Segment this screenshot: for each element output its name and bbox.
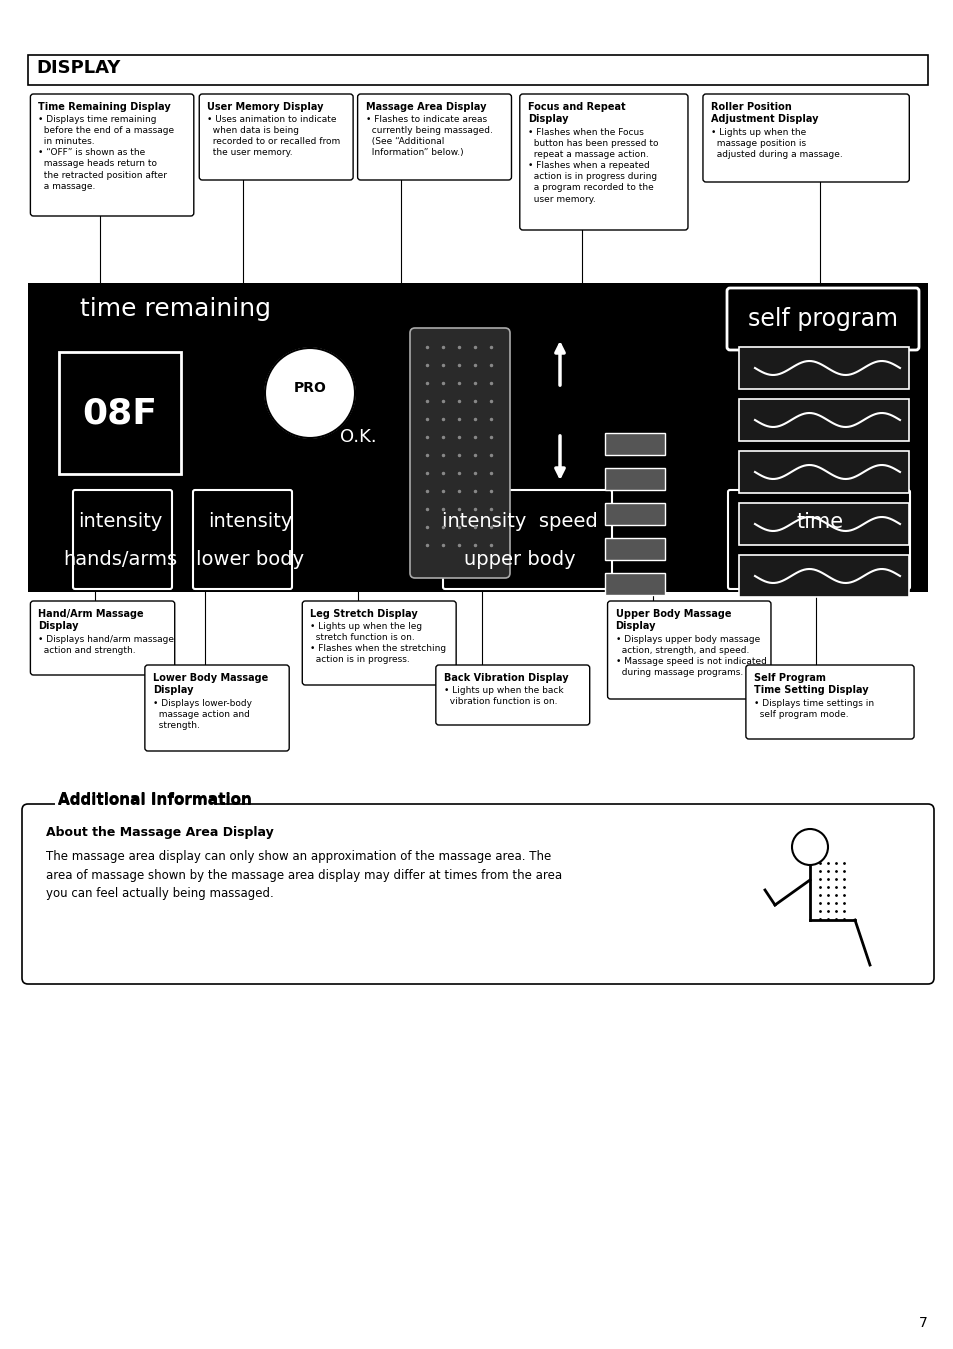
Text: Leg Stretch Display: Leg Stretch Display (310, 608, 417, 619)
Text: time remaining: time remaining (80, 297, 271, 321)
Text: • Displays lower-body
  massage action and
  strength.: • Displays lower-body massage action and… (152, 699, 252, 730)
Text: upper body: upper body (464, 550, 576, 569)
Text: • Displays time settings in
  self program mode.: • Displays time settings in self program… (753, 699, 873, 719)
Text: 7: 7 (919, 1317, 927, 1330)
Text: • Flashes when the Focus
  button has been pressed to
  repeat a massage action.: • Flashes when the Focus button has been… (527, 128, 658, 204)
Text: intensity: intensity (78, 513, 162, 532)
Text: intensity: intensity (208, 513, 292, 532)
Text: DISPLAY: DISPLAY (36, 59, 120, 77)
Text: O.K.: O.K. (339, 428, 376, 447)
FancyBboxPatch shape (604, 503, 664, 525)
FancyBboxPatch shape (145, 665, 289, 751)
Text: Time Remaining Display: Time Remaining Display (38, 103, 171, 112)
Text: User Memory Display: User Memory Display (207, 103, 323, 112)
Text: Roller Position
Adjustment Display: Roller Position Adjustment Display (710, 103, 818, 124)
Text: • Lights up when the back
  vibration function is on.: • Lights up when the back vibration func… (443, 687, 563, 706)
FancyBboxPatch shape (436, 665, 589, 724)
Circle shape (265, 348, 355, 438)
FancyBboxPatch shape (604, 468, 664, 490)
Text: self program: self program (747, 308, 897, 331)
FancyBboxPatch shape (30, 94, 193, 216)
Text: • Flashes to indicate areas
  currently being massaged.
  (See “Additional
  Inf: • Flashes to indicate areas currently be… (365, 115, 492, 158)
Text: Hand/Arm Massage
Display: Hand/Arm Massage Display (38, 608, 144, 630)
FancyBboxPatch shape (410, 328, 510, 577)
FancyBboxPatch shape (302, 602, 456, 685)
FancyBboxPatch shape (702, 94, 908, 182)
FancyBboxPatch shape (739, 399, 908, 441)
Text: • Displays upper body massage
  action, strength, and speed.
• Massage speed is : • Displays upper body massage action, st… (615, 635, 765, 677)
FancyBboxPatch shape (30, 602, 174, 674)
Text: About the Massage Area Display: About the Massage Area Display (46, 826, 274, 839)
Text: Self Program
Time Setting Display: Self Program Time Setting Display (753, 673, 867, 695)
Text: Additional Information: Additional Information (58, 793, 252, 808)
Text: • Displays hand/arm massage
  action and strength.: • Displays hand/arm massage action and s… (38, 635, 174, 656)
FancyBboxPatch shape (519, 94, 687, 229)
FancyBboxPatch shape (726, 287, 918, 349)
Text: Additional Information: Additional Information (58, 792, 252, 807)
Text: PRO: PRO (294, 380, 326, 395)
Text: time: time (796, 513, 842, 532)
Text: lower body: lower body (195, 550, 304, 569)
FancyBboxPatch shape (59, 352, 181, 473)
Text: Lower Body Massage
Display: Lower Body Massage Display (152, 673, 268, 695)
FancyBboxPatch shape (607, 602, 770, 699)
FancyBboxPatch shape (739, 347, 908, 389)
FancyBboxPatch shape (604, 433, 664, 455)
Text: • Uses animation to indicate
  when data is being
  recorded to or recalled from: • Uses animation to indicate when data i… (207, 115, 340, 158)
Text: • Displays time remaining
  before the end of a massage
  in minutes.
• “OFF” is: • Displays time remaining before the end… (38, 115, 174, 190)
Text: intensity  speed: intensity speed (441, 513, 598, 532)
Text: The massage area display can only show an approximation of the massage area. The: The massage area display can only show a… (46, 850, 561, 900)
FancyBboxPatch shape (199, 94, 353, 179)
Text: Back Vibration Display: Back Vibration Display (443, 673, 568, 683)
FancyBboxPatch shape (55, 800, 214, 813)
Text: Upper Body Massage
Display: Upper Body Massage Display (615, 608, 730, 630)
FancyBboxPatch shape (604, 538, 664, 560)
FancyBboxPatch shape (739, 503, 908, 545)
FancyBboxPatch shape (739, 451, 908, 492)
Text: • Lights up when the leg
  stretch function is on.
• Flashes when the stretching: • Lights up when the leg stretch functio… (310, 622, 446, 664)
FancyBboxPatch shape (28, 55, 927, 85)
FancyBboxPatch shape (22, 804, 933, 983)
FancyBboxPatch shape (739, 554, 908, 598)
Text: Focus and Repeat
Display: Focus and Repeat Display (527, 103, 625, 124)
Text: hands/arms: hands/arms (63, 550, 177, 569)
FancyBboxPatch shape (604, 573, 664, 595)
FancyBboxPatch shape (28, 283, 927, 592)
Text: Massage Area Display: Massage Area Display (365, 103, 486, 112)
FancyBboxPatch shape (357, 94, 511, 179)
Text: 08F: 08F (82, 397, 157, 430)
Text: • Lights up when the
  massage position is
  adjusted during a massage.: • Lights up when the massage position is… (710, 128, 841, 159)
FancyBboxPatch shape (745, 665, 913, 739)
